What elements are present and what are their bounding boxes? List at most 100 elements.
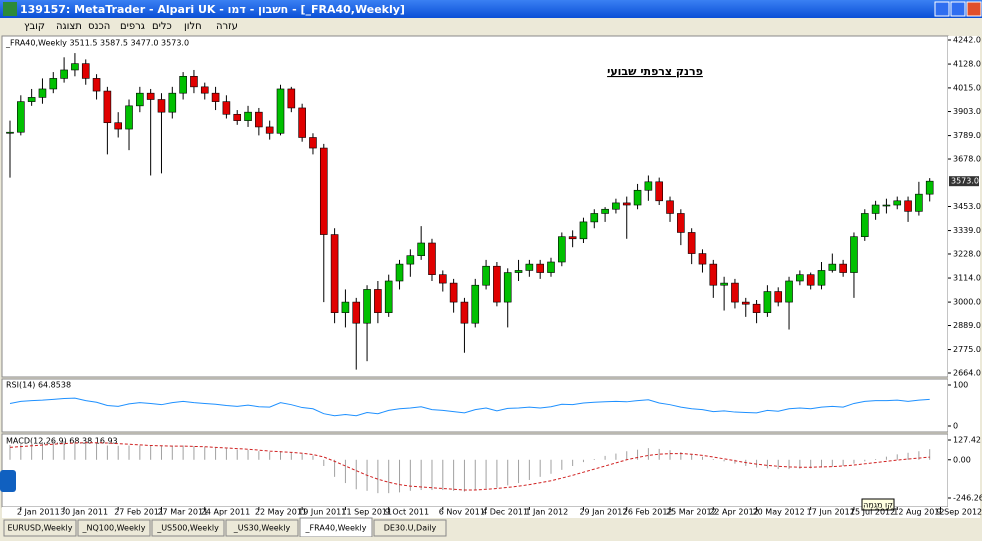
candle-body bbox=[579, 221, 588, 240]
candle-body bbox=[363, 289, 371, 324]
candle-body bbox=[146, 92, 155, 100]
tab-label[interactable]: _US30,Weekly bbox=[233, 524, 291, 533]
y-tick-label: 3453.0 bbox=[953, 202, 981, 211]
x-tick-label: 9 Oct 2011 bbox=[385, 508, 429, 517]
candle-body bbox=[17, 101, 25, 133]
candle-body bbox=[731, 282, 739, 303]
candle-body bbox=[92, 78, 101, 92]
x-tick-label: 25 Mar 2012 bbox=[666, 508, 717, 517]
y-tick-label: 0 bbox=[953, 422, 958, 431]
menu-item[interactable]: קובץ bbox=[24, 21, 45, 32]
candle-body bbox=[622, 202, 631, 206]
candle-body bbox=[525, 263, 534, 271]
y-tick-label: 0.00 bbox=[953, 455, 971, 464]
tab[interactable] bbox=[3, 519, 77, 537]
candle-body bbox=[438, 274, 447, 284]
candle-body bbox=[839, 263, 847, 273]
candle-body bbox=[536, 263, 544, 273]
candle-body bbox=[828, 263, 837, 271]
tab[interactable] bbox=[225, 519, 299, 537]
candle-body bbox=[655, 181, 664, 202]
x-tick-label: 4 Dec 2011 bbox=[482, 508, 528, 517]
menu-item[interactable]: כלים bbox=[152, 21, 172, 32]
menu-item[interactable]: חלון bbox=[184, 21, 202, 32]
minimize-button[interactable] bbox=[934, 1, 950, 17]
candle-body bbox=[806, 274, 815, 286]
y-tick-label: 3000.0 bbox=[953, 298, 981, 307]
x-tick-label: 11 Sep 2011 bbox=[341, 508, 392, 517]
tooltip bbox=[861, 498, 895, 511]
y-tick-label: 4242.0 bbox=[953, 36, 981, 45]
candle-body bbox=[38, 88, 47, 98]
app-icon bbox=[3, 2, 17, 16]
tooltip-text: קו מגמה bbox=[863, 501, 893, 510]
maximize-button[interactable] bbox=[950, 1, 966, 17]
candle-body bbox=[287, 88, 296, 109]
candle-body bbox=[612, 202, 620, 210]
candle-body bbox=[49, 78, 58, 90]
tab-label[interactable]: _FRA40,Weekly bbox=[305, 524, 367, 533]
tab[interactable] bbox=[77, 519, 151, 537]
tab-label[interactable]: DE30.U,Daily bbox=[384, 524, 437, 533]
candle-body bbox=[547, 261, 555, 273]
window-title: 139157: MetaTrader - Alpari UK - חשבון -… bbox=[20, 3, 405, 16]
candle-body bbox=[904, 200, 912, 212]
candle-body bbox=[6, 131, 14, 134]
candle-body bbox=[222, 101, 231, 115]
menu-item[interactable]: גרפים bbox=[120, 21, 145, 32]
tab[interactable] bbox=[151, 519, 225, 537]
candle-body bbox=[796, 274, 804, 282]
candle-body bbox=[190, 75, 198, 88]
y-tick-label: 3114.0 bbox=[953, 274, 981, 283]
candle-body bbox=[925, 180, 934, 195]
price-axis bbox=[948, 36, 980, 507]
candle-body bbox=[103, 90, 112, 124]
x-tick-label: 6 Nov 2011 bbox=[439, 508, 485, 517]
candle-body bbox=[374, 289, 382, 313]
candle-body bbox=[850, 236, 858, 273]
y-tick-label: 3789.0 bbox=[953, 131, 981, 140]
menu-item[interactable]: תצוגה bbox=[56, 21, 82, 32]
candle-body bbox=[276, 88, 285, 134]
tab[interactable] bbox=[373, 519, 447, 537]
y-tick-label: 100 bbox=[953, 381, 968, 390]
rsi-line bbox=[9, 397, 930, 417]
candle-body bbox=[687, 232, 696, 254]
candle-body bbox=[179, 75, 187, 94]
y-tick-label: 3339.0 bbox=[953, 226, 981, 235]
menu-item[interactable]: עזרה bbox=[216, 21, 238, 32]
candle-body bbox=[265, 126, 274, 134]
candle-body bbox=[558, 236, 566, 263]
tab-label[interactable]: _NQ100,Weekly bbox=[82, 524, 146, 533]
candle-body bbox=[255, 111, 263, 128]
menu-item[interactable]: הכנס bbox=[88, 21, 110, 32]
candle-body bbox=[817, 270, 826, 286]
time-axis bbox=[2, 507, 980, 518]
last-price-label: 3573.0 bbox=[951, 177, 979, 186]
y-tick-label: 4015.0 bbox=[953, 83, 981, 92]
candle-body bbox=[330, 234, 339, 313]
side-icon[interactable] bbox=[0, 470, 16, 492]
candle-body bbox=[406, 255, 415, 265]
tab-label[interactable]: EURUSD,Weekly bbox=[8, 524, 73, 533]
candle-body bbox=[352, 301, 361, 324]
candle-body bbox=[514, 270, 523, 273]
candle-body bbox=[741, 301, 750, 305]
candle-body bbox=[71, 63, 79, 71]
candle-body bbox=[915, 193, 923, 212]
x-tick-label: 29 Jan 2012 bbox=[579, 508, 627, 517]
annotation: פרנק צרפתי שבועי bbox=[607, 65, 703, 78]
macd-header: MACD(12,26,9) 68.38 16.93 bbox=[6, 437, 118, 446]
candle-body bbox=[449, 282, 458, 303]
x-tick-label: 15 Jul 2012 bbox=[850, 508, 895, 517]
close-button[interactable] bbox=[966, 1, 982, 17]
y-tick-label: 3228.0 bbox=[953, 249, 981, 258]
candle-body bbox=[752, 303, 761, 313]
candle-body bbox=[503, 272, 512, 303]
candle-body bbox=[763, 291, 772, 313]
tab-label[interactable]: _US500,Weekly bbox=[156, 524, 219, 533]
candle-body bbox=[785, 280, 793, 303]
x-tick-label: 26 Feb 2012 bbox=[623, 508, 673, 517]
candle-body bbox=[720, 282, 728, 286]
